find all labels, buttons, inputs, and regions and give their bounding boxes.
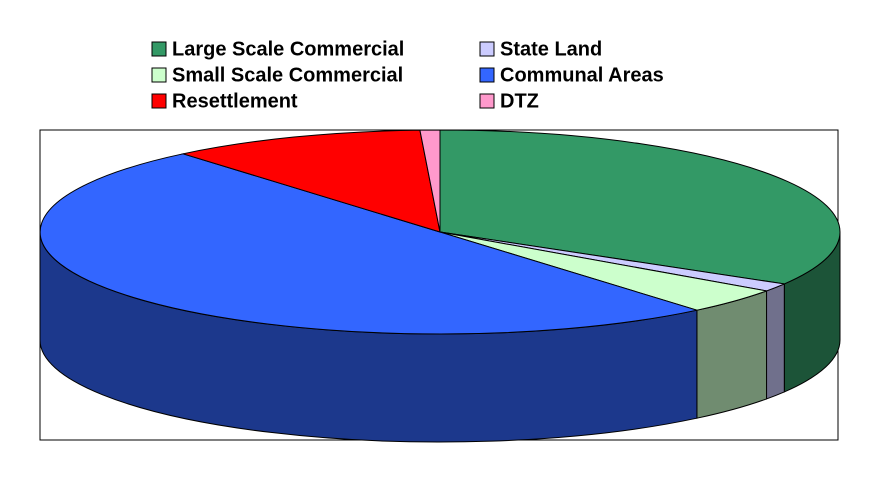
legend-swatch [151,41,167,57]
legend-label: Small Scale Commercial [172,64,403,86]
legend-swatch [479,67,495,83]
legend-swatch [479,41,495,57]
legend-swatch [151,67,167,83]
slice-side [766,283,785,400]
legend-label: Communal Areas [500,64,664,86]
slice-side [696,290,768,419]
legend-label: Large Scale Commercial [172,38,404,60]
legend-swatch [151,93,167,109]
legend-swatch [479,93,495,109]
slice [419,129,441,233]
slice [181,129,441,233]
legend-label: Resettlement [172,90,298,112]
slice [40,153,698,335]
legend-label: State Land [500,38,602,60]
slice [439,129,841,285]
legend-label: DTZ [500,90,539,112]
